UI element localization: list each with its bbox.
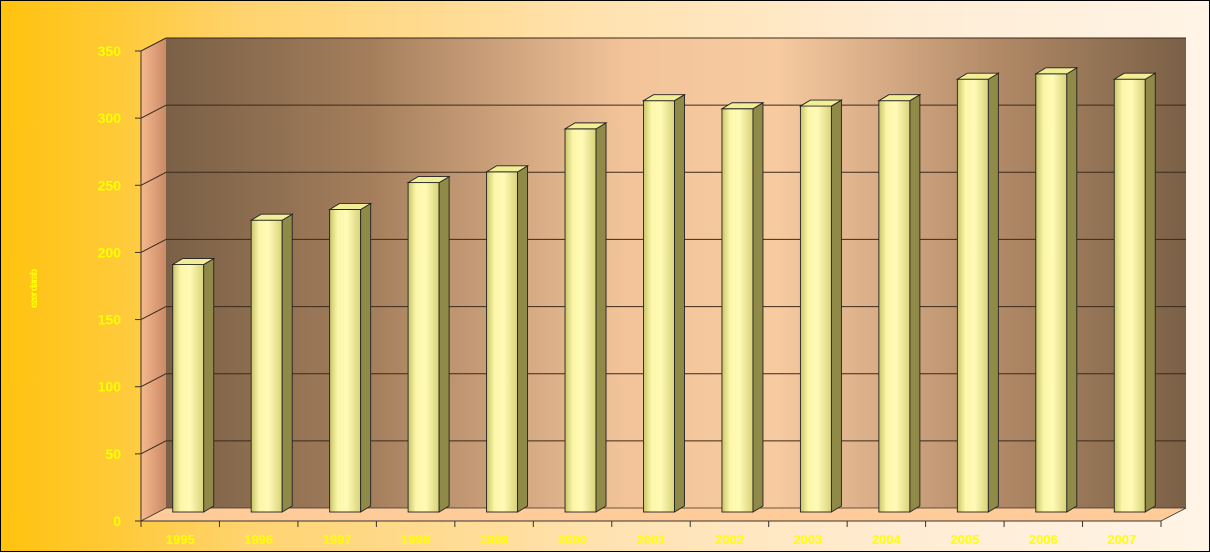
x-tick-label: 2002 [715,532,744,547]
x-tick-label: 2001 [637,532,666,547]
x-tick-label: 1995 [166,532,195,547]
gridline-depth [140,440,167,455]
bar [484,165,530,513]
gridline-depth [140,373,167,388]
bar-front [329,209,362,513]
bar-side [360,202,372,513]
bar-side [909,93,921,513]
bar [406,175,451,513]
bar [1112,72,1157,513]
bar-side [1066,67,1078,513]
x-axis: 1995 1996 1997 1998 1999 2000 2001 2002 2003 2004… [140,520,1162,547]
bar-side [674,93,685,513]
x-tick-label: 1998 [401,532,430,547]
bar [877,93,922,513]
bar-side [595,122,607,513]
y-tick-label: 50 [105,446,121,462]
bar [955,72,1000,513]
y-axis: 0 50 100 150 200 250 300 350 [98,43,142,529]
x-tick-label: 1996 [244,532,273,547]
bar-front [250,219,283,513]
bar-side [203,257,215,513]
bar-top [484,165,530,173]
y-tick-label: 350 [98,43,122,59]
bar-side [987,72,999,513]
x-tick-label: 1999 [480,532,509,547]
bar-side [752,101,764,513]
bar-top [249,213,294,221]
bar-side [1144,72,1156,513]
bar-top [877,94,922,102]
x-tick-label: 2006 [1029,532,1058,547]
bar-side [281,213,293,513]
bar [1034,67,1079,513]
y-tick-label: 150 [98,312,122,328]
bar-front [643,100,675,513]
bar-top [1112,72,1157,80]
y-tick-label: 300 [98,110,122,126]
bar-top [171,258,216,265]
bar [798,99,844,513]
bar [328,202,373,513]
bar-front [956,78,989,513]
x-tick-label: 2005 [950,532,979,547]
bar [641,93,687,513]
bar-front [1035,73,1068,513]
y-tick-label: 200 [98,244,122,260]
gridline-depth [140,238,167,253]
y-tick-label: 0 [113,513,121,529]
bar-front [878,100,911,513]
bar-top [641,94,687,102]
bar-front [799,105,832,513]
bar-top [798,99,844,107]
bar-front [1113,78,1146,513]
bar-front [172,264,205,513]
bar-top [955,72,1000,80]
bar-side [830,99,842,513]
bar [171,257,216,513]
bar-front [486,171,519,513]
bar-top [1034,67,1079,75]
bar-front [721,108,754,513]
y-tick-label: 250 [98,177,122,193]
gridline-depth [140,306,167,321]
bars [171,67,1157,513]
y-axis-label: ezer darab [29,269,40,308]
y-tick-label: 100 [98,379,122,395]
gridline-depth [140,171,167,186]
gridline-depth [140,37,167,52]
x-tick-label: 2003 [793,532,822,547]
bar-top [406,176,451,184]
x-tick-label: 2004 [872,532,902,547]
bar-front [564,128,597,513]
x-tick-label: 2000 [558,532,587,547]
bar-front [407,182,440,513]
x-tick-label: 1997 [323,532,352,547]
x-tick-label: 2007 [1107,532,1136,547]
bar-side [438,175,450,513]
bar-top [328,203,373,210]
gridline-depth [140,104,167,119]
side-wall [141,38,166,521]
bar [720,101,765,513]
bar [563,122,608,513]
bar [249,213,294,513]
bar-top [720,102,765,110]
bar-side [517,165,529,513]
bar-top [563,122,608,130]
